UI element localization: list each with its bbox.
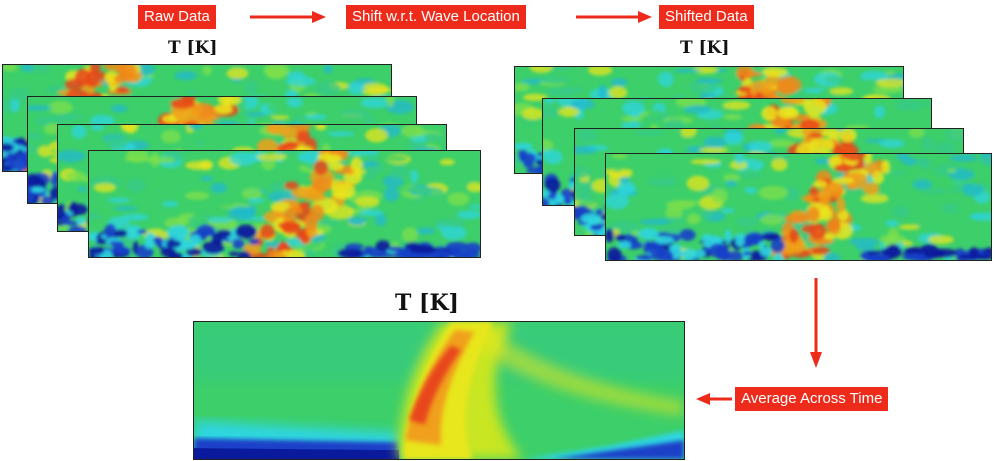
right-stack-title: T [K] (680, 38, 730, 58)
left-stack-title: T [K] (168, 38, 218, 58)
shifted-frame-4 (605, 153, 992, 261)
arrow-right-icon (576, 11, 652, 23)
raw-data-label: Raw Data (138, 5, 216, 29)
arrow-right-icon (250, 11, 326, 23)
averaged-field (193, 321, 685, 460)
arrow-left-icon (696, 393, 732, 405)
average-label: Average Across Time (735, 387, 889, 411)
shifted-data-label: Shifted Data (659, 5, 754, 29)
average-title: T [K] (395, 290, 459, 316)
raw-frame-4 (88, 150, 481, 258)
arrow-down-icon (810, 278, 822, 368)
shift-label: Shift w.r.t. Wave Location (346, 5, 526, 29)
averaged-temperature-field (194, 322, 684, 459)
